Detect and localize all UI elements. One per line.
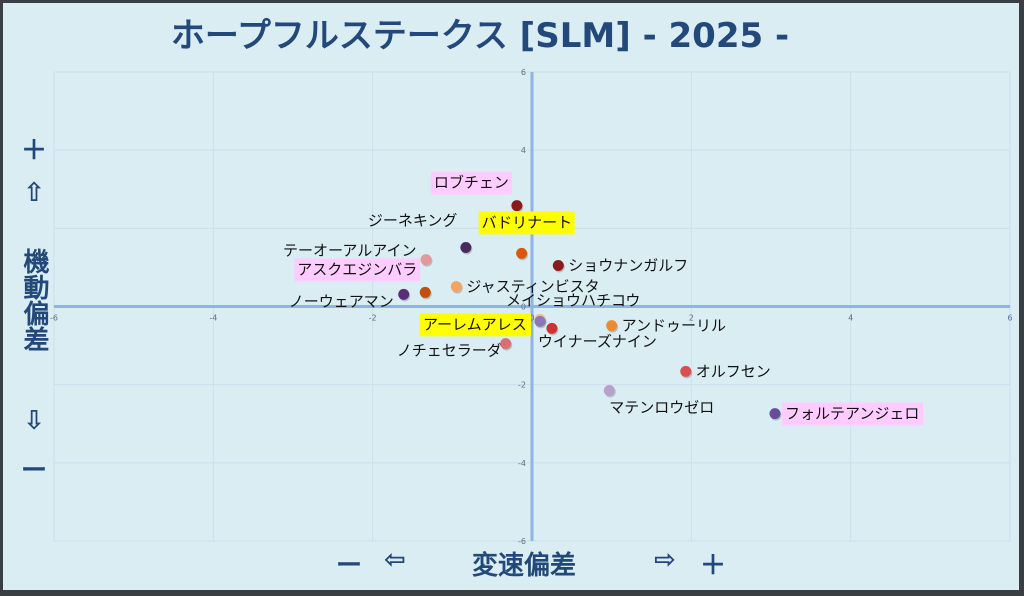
data-point: [450, 281, 462, 293]
label-highlight: [478, 211, 575, 235]
y-tick-label: 0: [521, 303, 526, 312]
x-tick-label: -2: [369, 314, 377, 323]
data-point: [546, 322, 558, 334]
y-axis-title: 機動偏差: [19, 248, 49, 352]
y-tick-label: 6: [521, 68, 526, 77]
point-label: ショウナンガルフ: [568, 256, 688, 274]
data-point: [552, 259, 564, 271]
point-label: アスクエジンバラ: [297, 260, 417, 278]
point-label: ノーウェアマン: [289, 292, 394, 310]
right-arrow-icon: ⇨: [654, 545, 676, 575]
data-point: [680, 365, 692, 377]
data-point: [534, 315, 546, 327]
x-axis-label: ー ⇦ 変速偏差 ⇨ ＋: [0, 545, 1024, 585]
x-tick-label: -4: [209, 314, 217, 323]
point-label: ノチェセラーダ: [397, 342, 502, 360]
label-highlight: [781, 402, 923, 426]
data-point: [398, 288, 410, 300]
point-label: ロブチェン: [434, 174, 509, 192]
data-point: [606, 320, 618, 332]
label-highlight: [419, 313, 531, 337]
point-label: マテンロウゼロ: [609, 399, 714, 417]
x-tick-label: 2: [689, 314, 694, 323]
x-tick-label: 4: [848, 314, 853, 323]
point-label: メイショウハチコウ: [506, 291, 640, 309]
y-tick-label: 4: [521, 146, 526, 155]
point-label: ウイナーズナイン: [538, 332, 657, 350]
y-tick-label: -2: [518, 381, 526, 390]
left-arrow-icon: ⇦: [384, 545, 406, 575]
y-tick-label: -4: [518, 459, 526, 468]
data-point: [769, 408, 781, 420]
label-highlight: [294, 258, 421, 282]
point-label: テーオーアルアイン: [283, 242, 417, 260]
chart-frame: [3, 3, 1019, 590]
point-label: ジャスティンビスタ: [466, 278, 599, 296]
label-highlight: [430, 171, 512, 195]
plus-icon: ＋: [20, 136, 47, 166]
point-label: アンドゥーリル: [622, 317, 726, 335]
point-label: バドリナート: [482, 213, 572, 231]
x-axis-title: 変速偏差: [472, 551, 577, 581]
point-label: オルフセン: [696, 362, 771, 380]
data-point: [420, 254, 432, 266]
data-point: [460, 241, 472, 253]
point-label: アーレムアレス: [423, 315, 527, 333]
x-tick-label: -6: [50, 314, 58, 323]
data-point: [419, 286, 431, 298]
y-tick-label: -6: [518, 537, 526, 546]
x-tick-label: 0: [529, 314, 534, 323]
up-arrow-icon: ⇧: [23, 178, 45, 208]
down-arrow-icon: ⇩: [23, 406, 45, 436]
chart-title: ホープフルステークス [SLM] - 2025 -: [170, 16, 790, 56]
data-point: [603, 385, 615, 397]
minus-icon: ー: [336, 551, 363, 581]
data-point: [500, 338, 512, 350]
point-label: フォルテアンジェロ: [785, 405, 919, 423]
plus-icon: ＋: [700, 551, 727, 581]
y-axis-label: ＋ ⇧ 機動偏差 ⇩ ー: [10, 130, 58, 490]
data-point: [511, 200, 523, 212]
data-point: [516, 247, 528, 259]
point-label: ジーネキング: [368, 211, 458, 229]
minus-icon: ー: [20, 456, 47, 486]
x-tick-label: 6: [1007, 314, 1012, 323]
